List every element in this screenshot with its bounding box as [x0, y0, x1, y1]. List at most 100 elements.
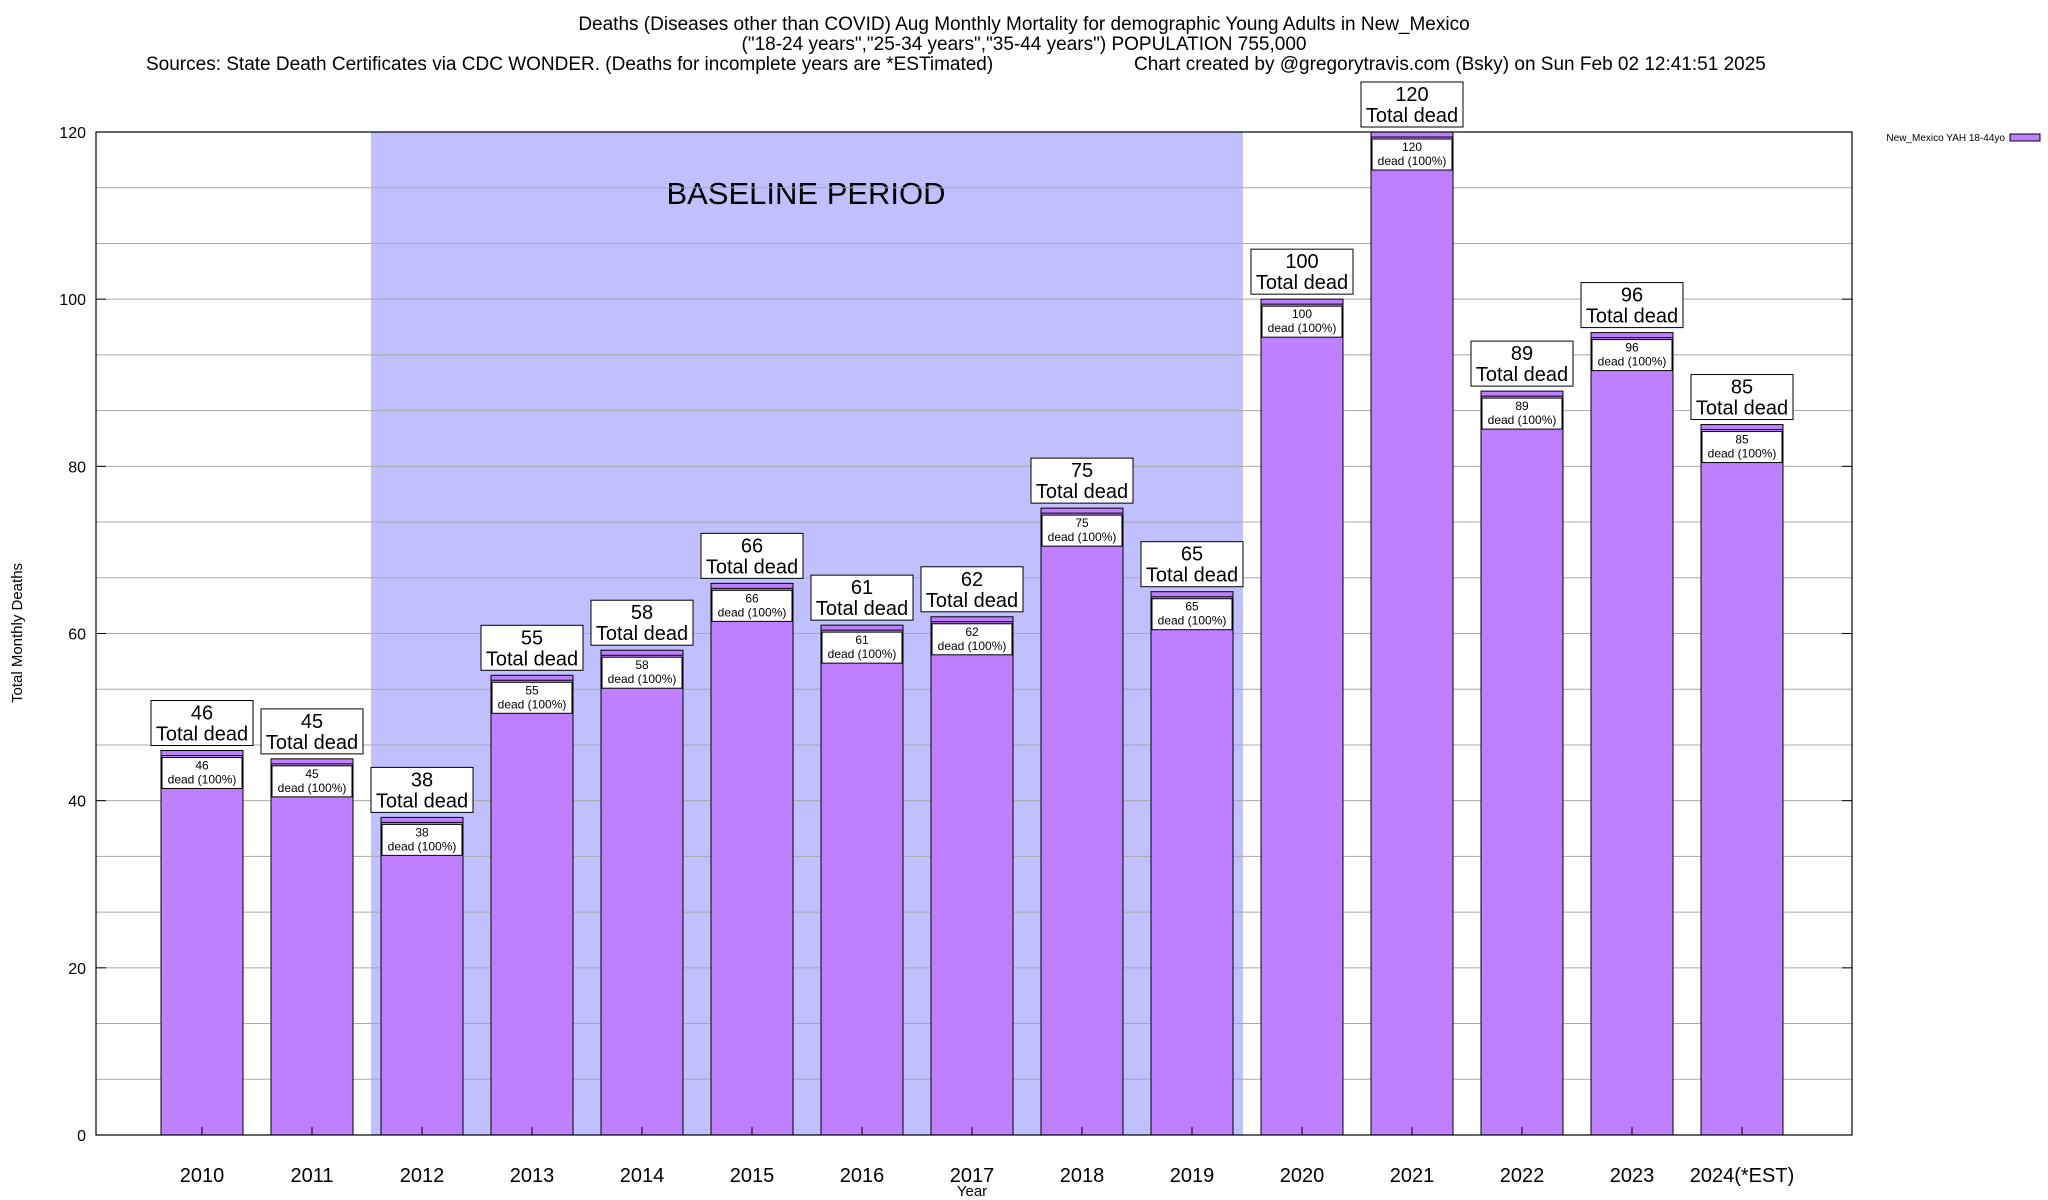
bar-inner-value: 100: [1292, 307, 1312, 321]
bar-inner-caption: dead (100%): [168, 773, 237, 787]
bar-total-value: 55: [521, 627, 543, 649]
bar-inner-caption: dead (100%): [1048, 530, 1117, 544]
bar-inner-caption: dead (100%): [498, 697, 567, 711]
bar-total-caption: Total dead: [1696, 398, 1788, 420]
bar-total-value: 61: [851, 577, 873, 599]
bar-inner-caption: dead (100%): [938, 639, 1007, 653]
y-tick-label: 100: [59, 292, 86, 309]
bar-total-caption: Total dead: [816, 598, 908, 620]
bar-total-value: 58: [631, 602, 653, 624]
bar-inner-label-box: [821, 631, 903, 664]
bar-total-label-box: [370, 766, 474, 813]
bar-total-label-box: [480, 624, 584, 671]
bar-total-caption: Total dead: [1146, 565, 1238, 587]
bar-total-caption: Total dead: [706, 556, 798, 578]
bar-inner-value: 65: [1185, 600, 1199, 614]
x-tick-label: 2023: [1610, 1165, 1655, 1187]
x-tick-label: 2017: [950, 1165, 995, 1187]
bar-total-caption: Total dead: [1366, 105, 1458, 127]
bar-inner-label-box: [381, 823, 463, 856]
x-tick-label: 2011: [290, 1165, 333, 1187]
chart-title: Deaths (Diseases other than COVID) Aug M…: [578, 14, 1470, 35]
chart-subtitle: ("18-24 years","25-34 years","35-44 year…: [741, 34, 1307, 55]
bar-inner-value: 61: [855, 633, 869, 647]
bar-total-label-box: [1690, 374, 1794, 421]
bar-inner-caption: dead (100%): [1378, 154, 1447, 168]
bar-total-value: 62: [961, 569, 983, 591]
bar: [1700, 424, 1784, 1136]
bar-inner-caption: dead (100%): [1708, 447, 1777, 461]
bar: [1040, 507, 1124, 1136]
bar: [930, 616, 1014, 1136]
bar-inner-value: 75: [1075, 516, 1089, 530]
bar: [1370, 131, 1454, 1136]
y-tick-label: 20: [68, 961, 86, 978]
bar-total-caption: Total dead: [486, 648, 578, 670]
bar-inner-label-box: [1371, 138, 1453, 171]
bar: [160, 750, 244, 1136]
bar-inner-caption: dead (100%): [278, 781, 347, 795]
bar-total-label-box: [700, 532, 804, 579]
baseline-period-label: BASELINE PERIOD: [666, 176, 945, 211]
bar-total-label-box: [1140, 541, 1244, 588]
bar-total-caption: Total dead: [376, 790, 468, 812]
x-tick-label: 2010: [180, 1165, 225, 1187]
bar-inner-label-box: [1041, 514, 1123, 547]
bar-inner-value: 46: [195, 759, 209, 773]
bar: [710, 582, 794, 1136]
x-tick-label: 2019: [1170, 1165, 1215, 1187]
x-tick-label: 2016: [840, 1165, 885, 1187]
bar-inner-label-box: [1591, 339, 1673, 372]
legend-swatch: [2009, 133, 2041, 142]
bar-inner-value: 38: [415, 825, 429, 839]
bar-inner-value: 85: [1735, 433, 1749, 447]
bar-inner-value: 66: [745, 591, 759, 605]
bar-total-value: 120: [1395, 84, 1428, 106]
y-tick-label: 60: [68, 627, 86, 644]
x-tick-label: 2024(*EST): [1690, 1165, 1795, 1187]
bar-total-value: 66: [741, 535, 763, 557]
x-tick-label: 2021: [1390, 1165, 1435, 1187]
plot-frame: [95, 131, 1853, 1136]
bar-total-caption: Total dead: [1256, 272, 1348, 294]
bar-total-label-box: [1360, 81, 1464, 128]
bar-total-value: 65: [1181, 544, 1203, 566]
bar-total-value: 96: [1621, 285, 1643, 307]
bar-inner-value: 96: [1625, 341, 1639, 355]
bar-inner-caption: dead (100%): [828, 647, 897, 661]
bar-total-value: 85: [1731, 377, 1753, 399]
bar-total-caption: Total dead: [1476, 364, 1568, 386]
x-axis-label: Year: [957, 1183, 987, 1200]
bar-inner-label-box: [1261, 305, 1343, 338]
bar-inner-label-box: [271, 765, 353, 798]
bar-total-caption: Total dead: [156, 724, 248, 746]
bar-total-caption: Total dead: [1586, 306, 1678, 328]
bar-inner-caption: dead (100%): [718, 605, 787, 619]
bar-total-caption: Total dead: [266, 732, 358, 754]
bar-inner-caption: dead (100%): [1598, 355, 1667, 369]
y-tick-label: 0: [77, 1128, 86, 1145]
bar-inner-caption: dead (100%): [608, 672, 677, 686]
x-tick-label: 2012: [400, 1165, 445, 1187]
bar-inner-label-box: [491, 681, 573, 714]
bar-total-value: 75: [1071, 460, 1093, 482]
bar-inner-caption: dead (100%): [1488, 413, 1557, 427]
y-tick-label: 80: [68, 459, 86, 476]
bar-inner-label-box: [601, 656, 683, 689]
credit-note: Chart created by @gregorytravis.com (Bsk…: [1134, 54, 1766, 75]
bar-total-value: 46: [191, 703, 213, 725]
bar-inner-value: 58: [635, 658, 649, 672]
bar-inner-value: 45: [305, 767, 319, 781]
bar-total-label-box: [590, 599, 694, 646]
x-tick-label: 2018: [1060, 1165, 1105, 1187]
x-tick-label: 2020: [1280, 1165, 1325, 1187]
bar-inner-caption: dead (100%): [1158, 614, 1227, 628]
bar-inner-label-box: [1701, 431, 1783, 464]
bar-inner-label-box: [931, 623, 1013, 656]
bar-total-value: 100: [1285, 251, 1318, 273]
bar-inner-value: 55: [525, 683, 539, 697]
y-tick-label: 40: [68, 794, 86, 811]
bar: [380, 816, 464, 1136]
bar-total-caption: Total dead: [596, 623, 688, 645]
